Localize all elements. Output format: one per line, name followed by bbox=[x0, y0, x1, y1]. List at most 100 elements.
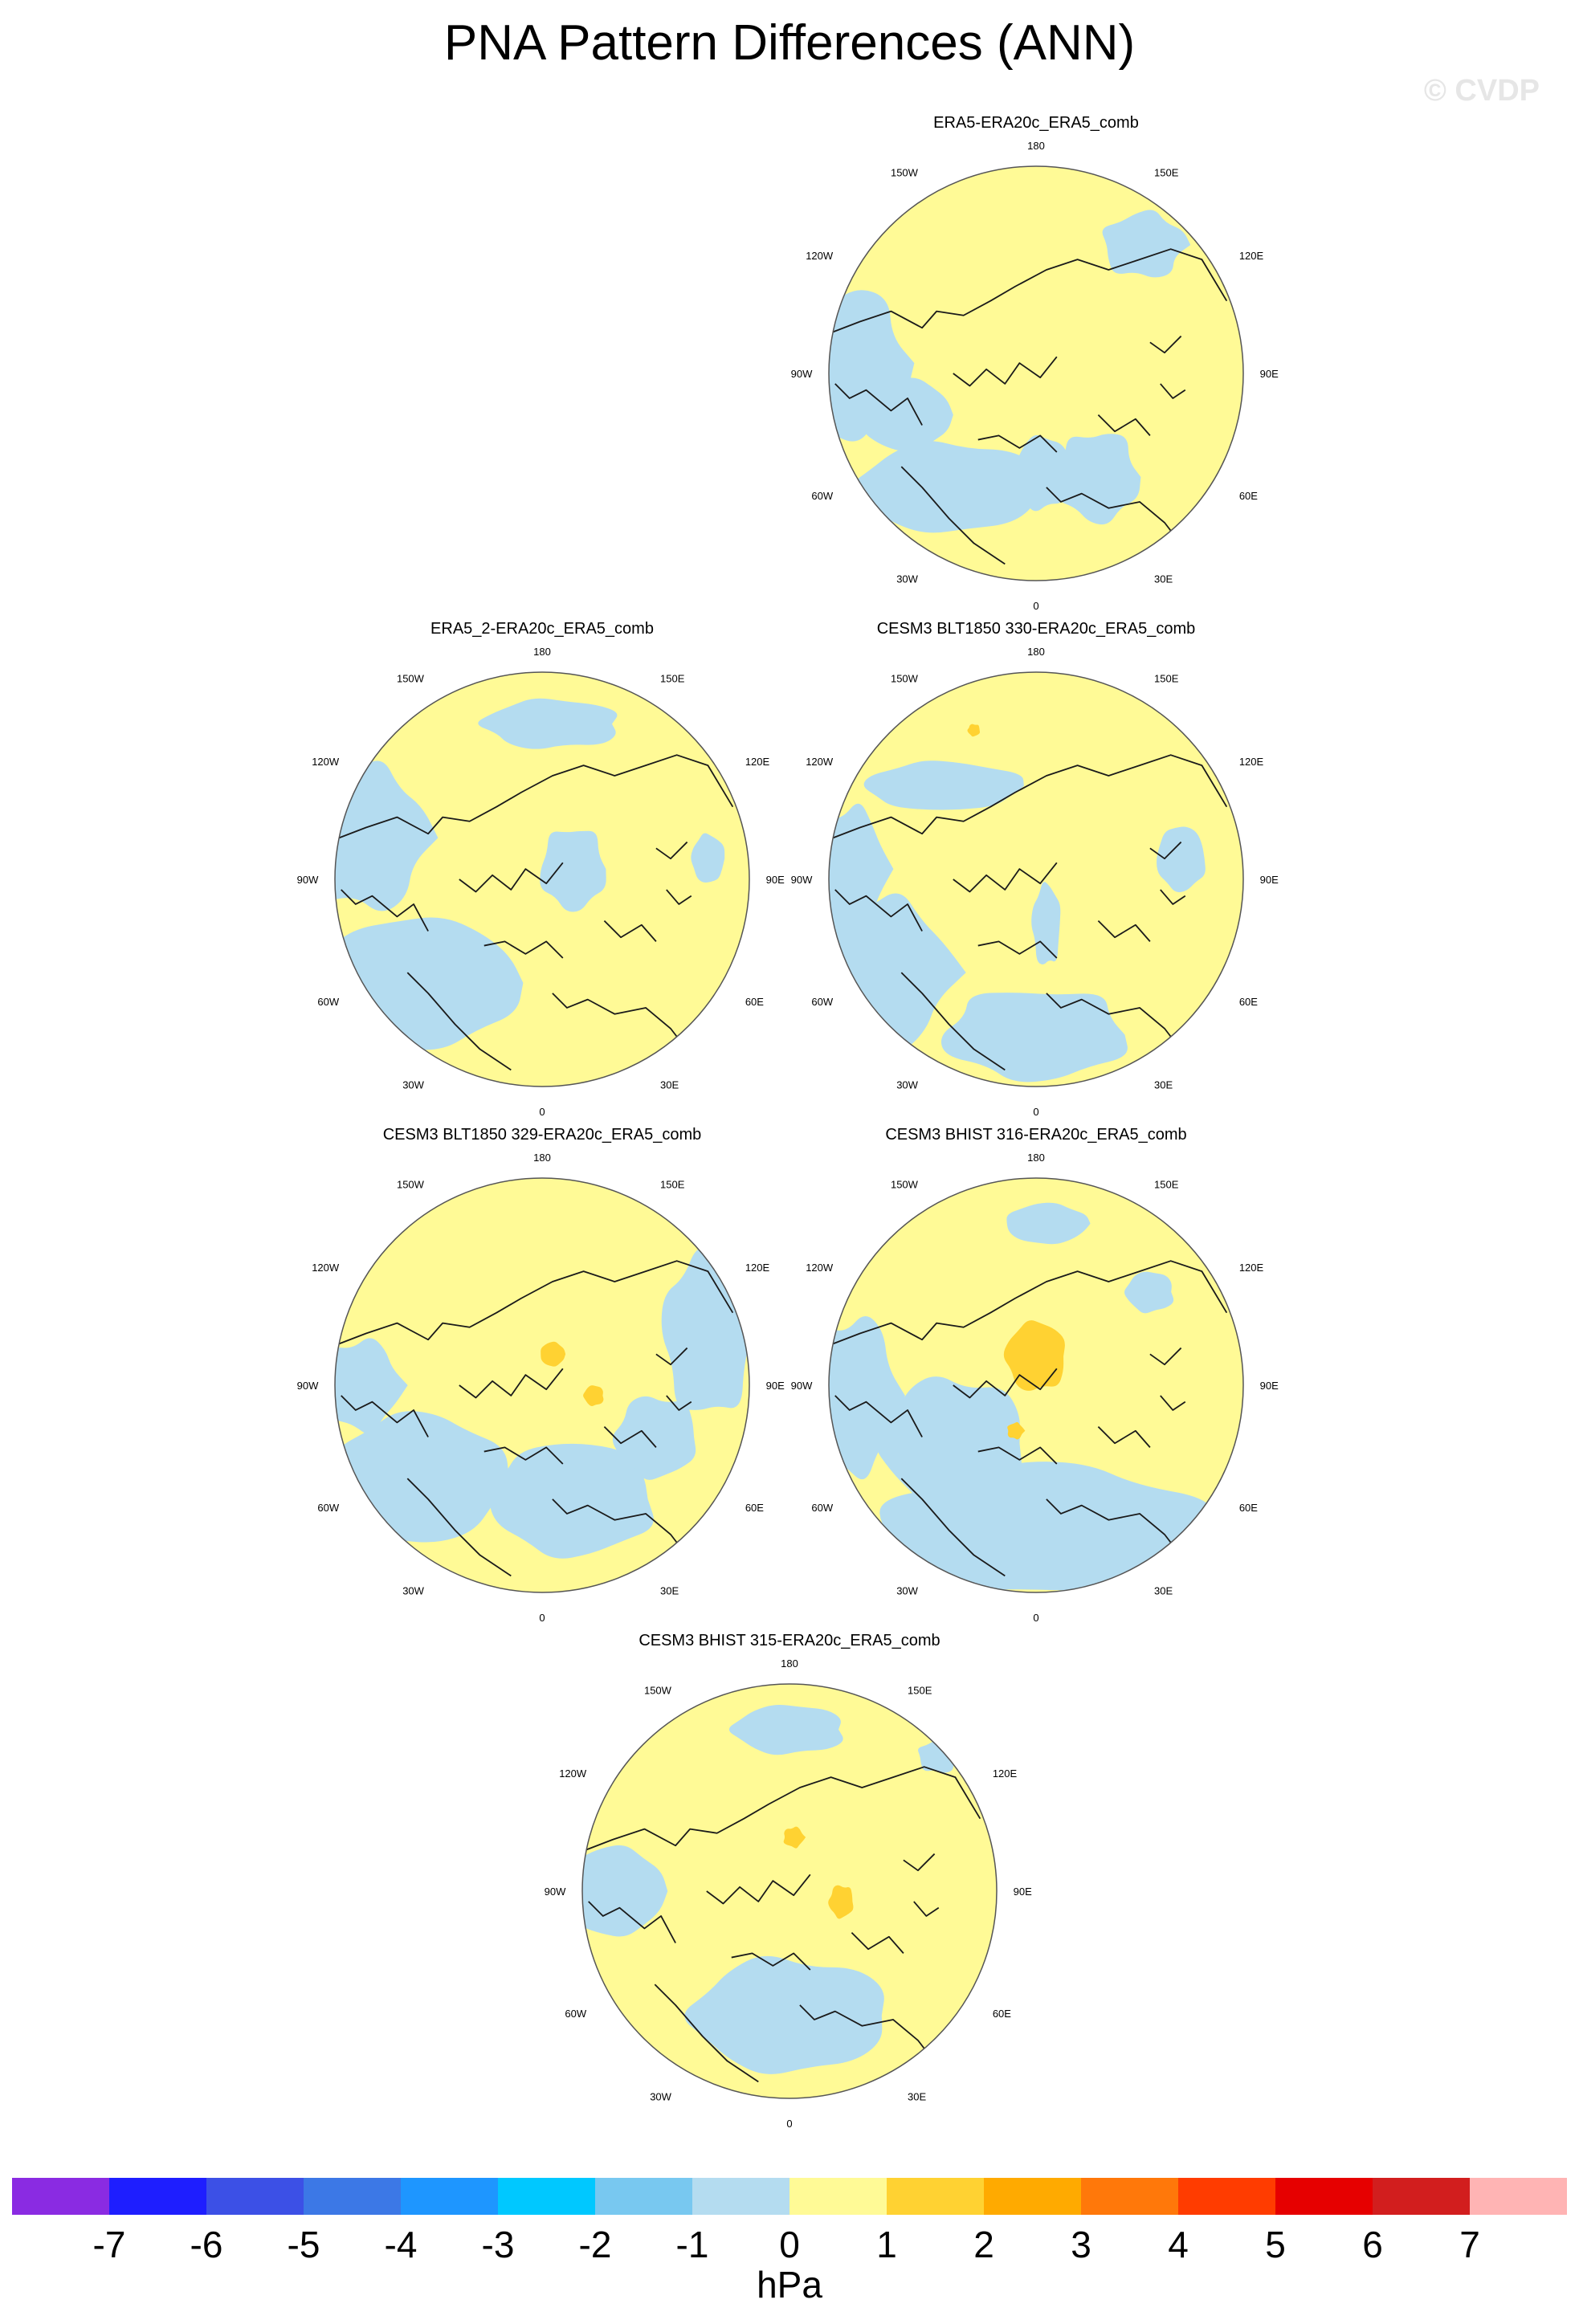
colorbar-swatch bbox=[790, 2178, 887, 2215]
panel-title: CESM3 BLT1850 329-ERA20c_ERA5_comb bbox=[383, 1126, 702, 1144]
longitude-label: 60E bbox=[993, 2008, 1011, 2020]
map-panel: ERA5_2-ERA20c_ERA5_comb 180 150E 120E 90E 60E… bbox=[297, 620, 785, 1118]
colorbar-swatch bbox=[692, 2178, 790, 2215]
negative-anomaly-region bbox=[862, 377, 953, 453]
longitude-label: 150E bbox=[1154, 1179, 1179, 1191]
longitude-label: 60W bbox=[811, 1502, 833, 1514]
figure-title: PNA Pattern Differences (ANN) bbox=[443, 15, 1136, 71]
longitude-label: 90W bbox=[791, 874, 813, 886]
negative-anomaly-region bbox=[851, 441, 1039, 533]
map-boundary bbox=[828, 1177, 1244, 1593]
longitude-label: 60E bbox=[1239, 1502, 1258, 1514]
panel-title: ERA5-ERA20c_ERA5_comb bbox=[933, 114, 1139, 132]
longitude-label: 150E bbox=[908, 1685, 932, 1697]
colorbar-tick-labels: -7 -6 -5 -4 -3 -2 -1 0 1 2 3 4 5 6 7 bbox=[0, 2223, 1579, 2271]
colorbar-tick: -5 bbox=[287, 2224, 320, 2265]
colorbar-tick: 5 bbox=[1265, 2224, 1286, 2265]
longitude-label: 60W bbox=[317, 996, 339, 1008]
longitude-label: 30E bbox=[660, 1078, 679, 1091]
negative-anomaly-region bbox=[612, 1396, 696, 1480]
colorbar-tick: 4 bbox=[1168, 2224, 1189, 2265]
colorbar-tick: 2 bbox=[973, 2224, 994, 2265]
longitude-label: 60W bbox=[317, 1502, 339, 1514]
coastline bbox=[339, 755, 732, 1070]
map-disc bbox=[582, 1684, 997, 2098]
colorbar-swatch bbox=[1178, 2178, 1275, 2215]
negative-anomaly-region bbox=[1124, 1271, 1174, 1314]
longitude-label: 150W bbox=[891, 1179, 919, 1191]
negative-anomaly-region bbox=[940, 993, 1128, 1082]
longitude-label: 60E bbox=[1239, 490, 1258, 502]
colorbar-swatch bbox=[1373, 2178, 1470, 2215]
positive-anomaly-region bbox=[828, 1885, 854, 1919]
longitude-label: 30W bbox=[896, 573, 918, 585]
longitude-label: 30W bbox=[896, 1584, 918, 1596]
longitude-label: 150E bbox=[660, 673, 685, 685]
positive-anomaly-region bbox=[1007, 1421, 1026, 1440]
colorbar-tick: -2 bbox=[578, 2224, 612, 2265]
longitude-label: 120E bbox=[993, 1767, 1018, 1780]
longitude-label: 120E bbox=[1239, 756, 1264, 768]
longitude-label: 120E bbox=[745, 1262, 770, 1274]
colorbar-units: hPa bbox=[757, 2264, 822, 2306]
panel-title: CESM3 BHIST 315-ERA20c_ERA5_comb bbox=[639, 1632, 940, 1649]
colorbar-swatch bbox=[1275, 2178, 1373, 2215]
colorbar-swatch bbox=[401, 2178, 498, 2215]
longitude-label: 150W bbox=[891, 167, 919, 179]
longitude-label: 30W bbox=[896, 1078, 918, 1091]
map-panel: CESM3 BHIST 315-ERA20c_ERA5_comb 180 150E 1… bbox=[545, 1632, 1032, 2130]
colorbar-swatch bbox=[887, 2178, 984, 2215]
longitude-label: 0 bbox=[1033, 1106, 1038, 1118]
longitude-label: 120E bbox=[1239, 250, 1264, 262]
longitude-label: 150E bbox=[660, 1179, 685, 1191]
colorbar-tick: -3 bbox=[481, 2224, 515, 2265]
map-boundary bbox=[581, 1683, 998, 2099]
longitude-label: 30E bbox=[1154, 573, 1173, 585]
longitude-label: 0 bbox=[786, 2118, 792, 2130]
colorbar-tick: 1 bbox=[876, 2224, 897, 2265]
longitude-label: 0 bbox=[1033, 600, 1038, 612]
map-panel: CESM3 BLT1850 329-ERA20c_ERA5_comb 180 150… bbox=[297, 1126, 785, 1624]
colorbar-swatch bbox=[109, 2178, 206, 2215]
longitude-label: 30E bbox=[1154, 1584, 1173, 1596]
cvdp-watermark: © CVDP bbox=[1423, 74, 1540, 108]
map-boundary bbox=[828, 671, 1244, 1087]
colorbar-tick: -6 bbox=[190, 2224, 223, 2265]
panel-title: CESM3 BLT1850 330-ERA20c_ERA5_comb bbox=[877, 620, 1196, 638]
longitude-label: 180 bbox=[533, 1152, 551, 1164]
longitude-label: 60E bbox=[1239, 996, 1258, 1008]
positive-anomaly-region bbox=[783, 1826, 806, 1849]
longitude-label: 90W bbox=[545, 1886, 566, 1898]
negative-anomaly-region bbox=[478, 698, 618, 749]
longitude-label: 0 bbox=[1033, 1612, 1038, 1624]
colorbar-swatch bbox=[206, 2178, 304, 2215]
longitude-label: 120W bbox=[312, 756, 340, 768]
longitude-label: 180 bbox=[533, 646, 551, 658]
map-boundary bbox=[334, 671, 750, 1087]
negative-anomaly-region bbox=[335, 1338, 408, 1434]
longitude-label: 120W bbox=[806, 250, 834, 262]
longitude-label: 30W bbox=[402, 1584, 424, 1596]
negative-anomaly-region bbox=[863, 760, 1024, 810]
longitude-label: 90E bbox=[1260, 874, 1279, 886]
coastline bbox=[833, 755, 1226, 1070]
colorbar-swatch bbox=[1470, 2178, 1567, 2215]
positive-anomaly-region bbox=[541, 1341, 566, 1367]
coastline bbox=[586, 1767, 980, 2081]
negative-anomaly-region bbox=[684, 1955, 884, 2074]
longitude-label: 30E bbox=[1154, 1078, 1173, 1091]
negative-anomaly-region bbox=[1011, 434, 1070, 512]
colorbar bbox=[12, 2178, 1567, 2215]
longitude-label: 30W bbox=[650, 2090, 671, 2102]
longitude-label: 90E bbox=[766, 1380, 785, 1392]
colorbar-tick: 0 bbox=[779, 2224, 800, 2265]
longitude-label: 180 bbox=[781, 1657, 798, 1670]
longitude-label: 150W bbox=[397, 673, 425, 685]
colorbar-tick: -7 bbox=[92, 2224, 126, 2265]
negative-anomaly-region bbox=[876, 1376, 1022, 1511]
negative-anomaly-region bbox=[1031, 882, 1061, 964]
longitude-label: 150W bbox=[644, 1685, 672, 1697]
longitude-label: 30E bbox=[908, 2090, 926, 2102]
longitude-label: 60W bbox=[811, 490, 833, 502]
longitude-label: 90W bbox=[791, 368, 813, 380]
